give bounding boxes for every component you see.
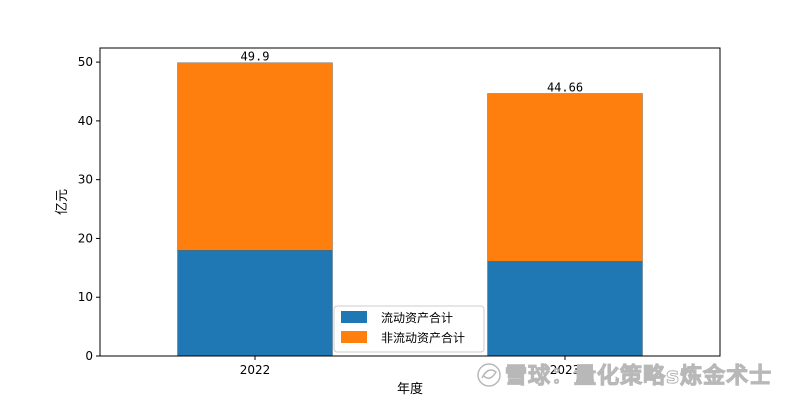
- snowball-logo-icon: [477, 363, 501, 387]
- total-label-2023: 44.66: [547, 80, 583, 94]
- x-axis-label: 年度: [397, 381, 423, 397]
- bar-2022-series-1: [177, 62, 333, 251]
- snowball-logo-swirl: [481, 369, 497, 379]
- total-label-2022: 49.9: [241, 50, 270, 64]
- bar-2022-series-0: [177, 249, 333, 357]
- legend-swatch-current-assets: [341, 311, 367, 323]
- bars-layer: [177, 62, 643, 357]
- legend-swatch-non-current-assets: [341, 331, 367, 343]
- bar-2023-series-1: [487, 93, 643, 262]
- x-tick-label: 2022: [240, 363, 271, 377]
- y-tick-label: 50: [78, 55, 93, 69]
- x-tick-label: 2023: [550, 363, 581, 377]
- y-axis: 0 10 20 30 40 50: [78, 55, 100, 363]
- y-tick-label: 10: [78, 290, 93, 304]
- total-labels: 49.9 44.66: [241, 50, 584, 95]
- y-axis-label: 亿元: [55, 189, 70, 215]
- legend: 流动资产合计 非流动资产合计: [333, 305, 485, 353]
- bar-2023-series-0: [487, 261, 643, 357]
- x-axis: 2022 2023: [240, 356, 581, 377]
- y-tick-label: 0: [85, 349, 93, 363]
- legend-frame: [333, 305, 485, 353]
- legend-label-non-current-assets: 非流动资产合计: [381, 330, 465, 345]
- watermark: 雪球：量化策略s炼金术士: [477, 363, 772, 390]
- watermark-text: 雪球：量化策略s炼金术士: [505, 363, 772, 389]
- plot-frame: [99, 47, 721, 357]
- y-tick-label: 40: [78, 114, 93, 128]
- y-tick-label: 20: [78, 231, 93, 245]
- y-tick-label: 30: [78, 173, 93, 187]
- legend-label-current-assets: 流动资产合计: [381, 310, 453, 325]
